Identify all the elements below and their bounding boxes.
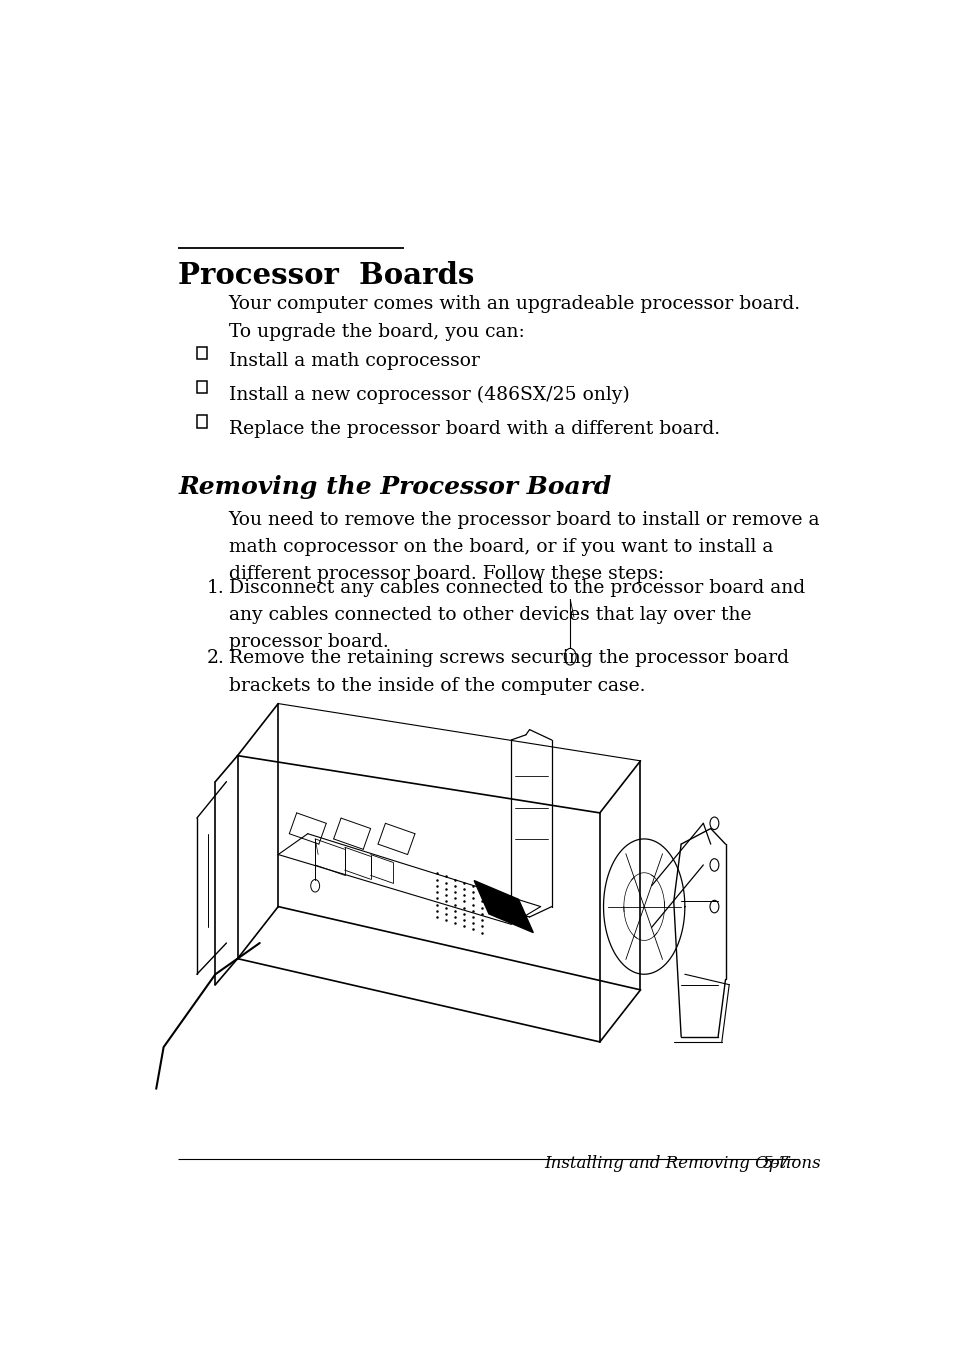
Text: Install a math coprocessor: Install a math coprocessor [229,352,479,369]
Text: 1.: 1. [206,579,224,596]
Text: math coprocessor on the board, or if you want to install a: math coprocessor on the board, or if you… [229,538,772,556]
Text: Remove the retaining screws securing the processor board: Remove the retaining screws securing the… [229,649,788,668]
Text: 5-7: 5-7 [761,1155,788,1172]
Text: Installing and Removing Options: Installing and Removing Options [544,1155,821,1172]
FancyBboxPatch shape [196,346,207,360]
Text: 2.: 2. [206,649,224,668]
FancyBboxPatch shape [196,381,207,393]
Polygon shape [474,880,533,933]
Text: You need to remove the processor board to install or remove a: You need to remove the processor board t… [229,511,820,529]
FancyBboxPatch shape [196,415,207,427]
Text: brackets to the inside of the computer case.: brackets to the inside of the computer c… [229,676,644,695]
Text: Replace the processor board with a different board.: Replace the processor board with a diffe… [229,420,720,438]
Text: Removing the Processor Board: Removing the Processor Board [178,475,611,499]
Text: different processor board. Follow these steps:: different processor board. Follow these … [229,565,663,583]
Circle shape [564,649,576,665]
Text: Install a new coprocessor (486SX/25 only): Install a new coprocessor (486SX/25 only… [229,387,629,404]
Text: To upgrade the board, you can:: To upgrade the board, you can: [229,323,524,341]
Text: Disconnect any cables connected to the processor board and: Disconnect any cables connected to the p… [229,579,804,596]
Text: processor board.: processor board. [229,633,388,650]
Text: Your computer comes with an upgradeable processor board.: Your computer comes with an upgradeable … [229,296,800,314]
Text: any cables connected to other devices that lay over the: any cables connected to other devices th… [229,606,750,623]
Text: Processor  Boards: Processor Boards [178,261,475,291]
